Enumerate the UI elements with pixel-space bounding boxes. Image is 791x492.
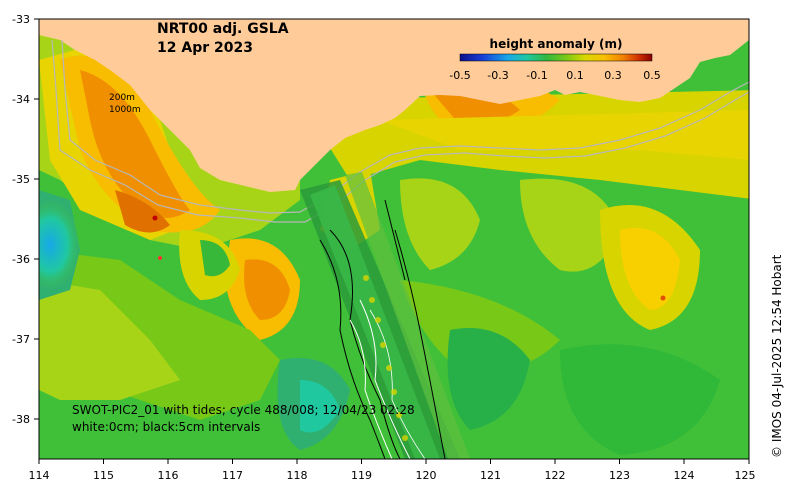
isobath-label-200m: 200m [109,93,135,103]
colorbar-tick: 0.3 [604,69,622,82]
x-tick-label: 121 [480,469,501,482]
colorbar-tick: 0.1 [566,69,584,82]
track-caption: SWOT-PIC2_01 with tides; cycle 488/008; … [72,403,415,417]
credit-text: © IMOS 04-Jul-2025 12:54 Hobart [770,254,784,458]
marker-dot [152,215,158,221]
y-tick-label: -36 [12,253,30,266]
track-caption-intervals: white:0cm; black:5cm intervals [72,420,260,434]
track-dots [363,275,408,441]
y-axis: -33 -34 -35 -36 -37 -38 [12,13,39,426]
land-mass [39,19,749,192]
colorbar-tick: -0.5 [449,69,470,82]
y-tick-label: -38 [12,413,30,426]
x-tick-label: 118 [287,469,308,482]
colorbar-tick: -0.1 [526,69,547,82]
x-tick-label: 120 [416,469,437,482]
marker-dot [660,295,666,301]
x-tick-label: 119 [351,469,372,482]
map-title: NRT00 adj. GSLA [157,21,289,37]
x-tick-label: 124 [674,469,695,482]
map-date: 12 Apr 2023 [157,40,253,56]
colorbar-tick: 0.5 [643,69,661,82]
plot-frame [38,18,750,460]
isobath-label-1000m: 1000m [109,105,141,115]
y-tick-label: -35 [12,173,30,186]
colorbar-gradient [459,53,653,62]
sla-field [39,19,749,455]
y-tick-label: -37 [12,333,30,346]
marker-dot [158,256,162,260]
colorbar: height anomaly (m) -0.5 -0.3 -0.1 0.1 0.… [449,37,660,82]
colorbar-title: height anomaly (m) [490,37,623,51]
x-tick-label: 117 [222,469,243,482]
y-tick-label: -34 [12,93,30,106]
x-tick-label: 114 [29,469,50,482]
x-tick-label: 122 [545,469,566,482]
x-tick-label: 123 [609,469,630,482]
x-tick-label: 115 [93,469,114,482]
y-tick-label: -33 [12,13,30,26]
x-axis: 114 115 116 117 118 119 120 121 122 123 … [29,459,756,482]
x-tick-label: 125 [735,469,756,482]
map-plot-area: 200m 1000m [39,19,749,459]
colorbar-tick: -0.3 [487,69,508,82]
x-tick-label: 116 [158,469,179,482]
